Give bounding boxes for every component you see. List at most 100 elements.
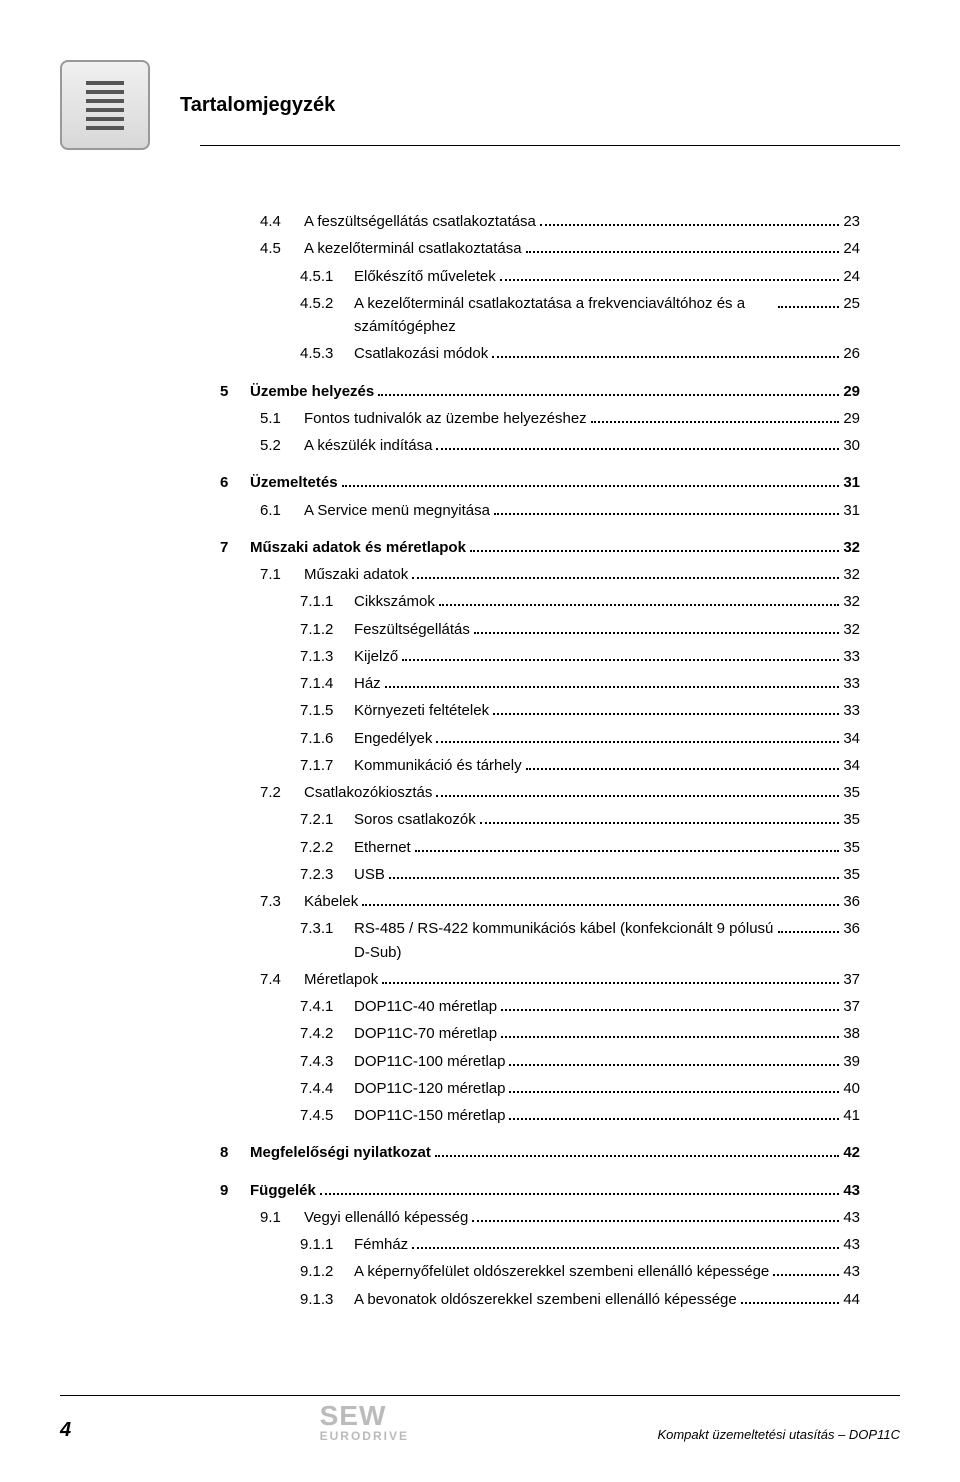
toc-leader: [540, 224, 840, 226]
toc-entry: 4.5 A kezelőterminál csatlakoztatása 24: [220, 237, 860, 260]
toc-list: 4.4A feszültségellátás csatlakoztatása23…: [220, 210, 860, 1315]
toc-entry: 7.4.4DOP11C-120 méretlap40: [220, 1077, 860, 1100]
toc-leader: [435, 1155, 839, 1157]
toc-entry: 7.2.3USB35: [220, 863, 860, 886]
toc-entry: 8Megfelelőségi nyilatkozat42: [220, 1141, 860, 1164]
toc-entry-text: Előkészítő műveletek: [354, 265, 496, 288]
toc-entry-page: 42: [843, 1141, 860, 1164]
toc-entry-text: Feszültségellátás: [354, 618, 470, 641]
toc-entry: 7.1.1Cikkszámok32: [220, 590, 860, 613]
toc-leader: [509, 1118, 839, 1120]
toc-entry: 6.1A Service menü megnyitása31: [220, 499, 860, 522]
toc-leader: [436, 795, 839, 797]
toc-entry-page: 24: [843, 265, 860, 288]
footer-logo: SEW EURODRIVE: [320, 1402, 409, 1442]
toc-entry-text: Ethernet: [354, 836, 411, 859]
toc-entry-page: 37: [843, 995, 860, 1018]
toc-entry-text: DOP11C-70 méretlap: [354, 1022, 497, 1045]
toc-entry-text: Kommunikáció és tárhely: [354, 754, 522, 777]
toc-entry-number: 9.1: [260, 1206, 298, 1229]
toc-leader: [494, 513, 839, 515]
toc-entry-number: 9.1.1: [300, 1233, 348, 1256]
toc-entry-text: Üzemeltetés: [250, 471, 338, 494]
toc-entry-text: Fontos tudnivalók az üzembe helyezéshez: [304, 407, 587, 430]
toc-entry-page: 35: [843, 781, 860, 804]
toc-entry: 5 Üzembe helyezés 29: [220, 380, 860, 403]
toc-entry-page: 37: [843, 968, 860, 991]
toc-entry: 7.4.1DOP11C-40 méretlap37: [220, 995, 860, 1018]
toc-leader: [412, 577, 839, 579]
toc-entry-number: 4.5.1: [300, 265, 348, 288]
toc-entry-number: 7.1.7: [300, 754, 348, 777]
toc-leader: [526, 251, 840, 253]
toc-entry-text: Fémház: [354, 1233, 408, 1256]
toc-entry-page: 30: [843, 434, 860, 457]
toc-leader: [439, 604, 839, 606]
toc-entry-number: 7.1.3: [300, 645, 348, 668]
toc-entry-page: 33: [843, 645, 860, 668]
toc-leader: [778, 306, 839, 308]
toc-entry-page: 38: [843, 1022, 860, 1045]
toc-entry: 7.2Csatlakozókiosztás35: [220, 781, 860, 804]
toc-entry-text: Engedélyek: [354, 727, 432, 750]
footer-page-number: 4: [60, 1419, 71, 1442]
toc-leader: [492, 356, 839, 358]
toc-entry-number: 7.1.5: [300, 699, 348, 722]
toc-leader: [470, 550, 839, 552]
toc-entry-text: A kezelőterminál csatlakoztatása: [304, 237, 522, 260]
toc-entry-number: 7.2.1: [300, 808, 348, 831]
toc-entry: 7.3.1RS-485 / RS-422 kommunikációs kábel…: [220, 917, 860, 964]
toc-entry: 7.1.7Kommunikáció és tárhely34: [220, 754, 860, 777]
toc-entry-text: DOP11C-150 méretlap: [354, 1104, 505, 1127]
toc-leader: [474, 632, 839, 634]
toc-entry-page: 40: [843, 1077, 860, 1100]
toc-entry-number: 7.4.2: [300, 1022, 348, 1045]
toc-entry-page: 41: [843, 1104, 860, 1127]
toc-entry-number: 7.2: [260, 781, 298, 804]
toc-entry-text: Műszaki adatok és méretlapok: [250, 536, 466, 559]
toc-entry-page: 43: [843, 1260, 860, 1283]
toc-leader: [362, 904, 839, 906]
toc-entry-page: 35: [843, 808, 860, 831]
header-rule: [200, 145, 900, 146]
toc-entry-number: 5: [220, 380, 244, 403]
toc-leader: [509, 1091, 839, 1093]
toc-entry-page: 29: [843, 380, 860, 403]
toc-leader: [342, 485, 840, 487]
toc-entry-text: Üzembe helyezés: [250, 380, 374, 403]
toc-entry-page: 33: [843, 672, 860, 695]
toc-entry: 6Üzemeltetés31: [220, 471, 860, 494]
toc-entry-text: Környezeti feltételek: [354, 699, 489, 722]
toc-entry: 4.5.1 Előkészítő műveletek 24: [220, 265, 860, 288]
toc-entry-number: 7.2.2: [300, 836, 348, 859]
toc-entry-page: 32: [843, 563, 860, 586]
toc-leader: [378, 394, 839, 396]
toc-leader: [402, 659, 839, 661]
toc-entry-page: 44: [843, 1288, 860, 1311]
toc-entry-number: 4.5: [260, 237, 298, 260]
toc-entry-number: 7.1.6: [300, 727, 348, 750]
page-header: Tartalomjegyzék: [60, 60, 900, 150]
toc-entry-text: Vegyi ellenálló képesség: [304, 1206, 468, 1229]
toc-entry-text: A kezelőterminál csatlakoztatása a frekv…: [354, 292, 774, 339]
toc-entry-text: A képernyőfelület oldószerekkel szembeni…: [354, 1260, 769, 1283]
toc-entry-number: 7.1.1: [300, 590, 348, 613]
toc-leader: [778, 931, 839, 933]
toc-entry-page: 33: [843, 699, 860, 722]
toc-entry: 7Műszaki adatok és méretlapok32: [220, 536, 860, 559]
toc-entry-page: 32: [843, 536, 860, 559]
toc-entry-text: DOP11C-100 méretlap: [354, 1050, 505, 1073]
toc-entry: 4.5.3Csatlakozási módok26: [220, 342, 860, 365]
toc-leader: [389, 877, 839, 879]
toc-entry-text: A bevonatok oldószerekkel szembeni ellen…: [354, 1288, 737, 1311]
toc-entry-text: Megfelelőségi nyilatkozat: [250, 1141, 431, 1164]
toc-entry-page: 32: [843, 618, 860, 641]
page-title: Tartalomjegyzék: [180, 94, 335, 117]
toc-leader: [526, 768, 840, 770]
toc-entry-text: USB: [354, 863, 385, 886]
toc-entry-number: 4.5.2: [300, 292, 348, 315]
toc-entry-number: 7.4.4: [300, 1077, 348, 1100]
footer-logo-top: SEW: [320, 1402, 387, 1430]
toc-entry-page: 24: [843, 237, 860, 260]
toc-entry-page: 34: [843, 727, 860, 750]
